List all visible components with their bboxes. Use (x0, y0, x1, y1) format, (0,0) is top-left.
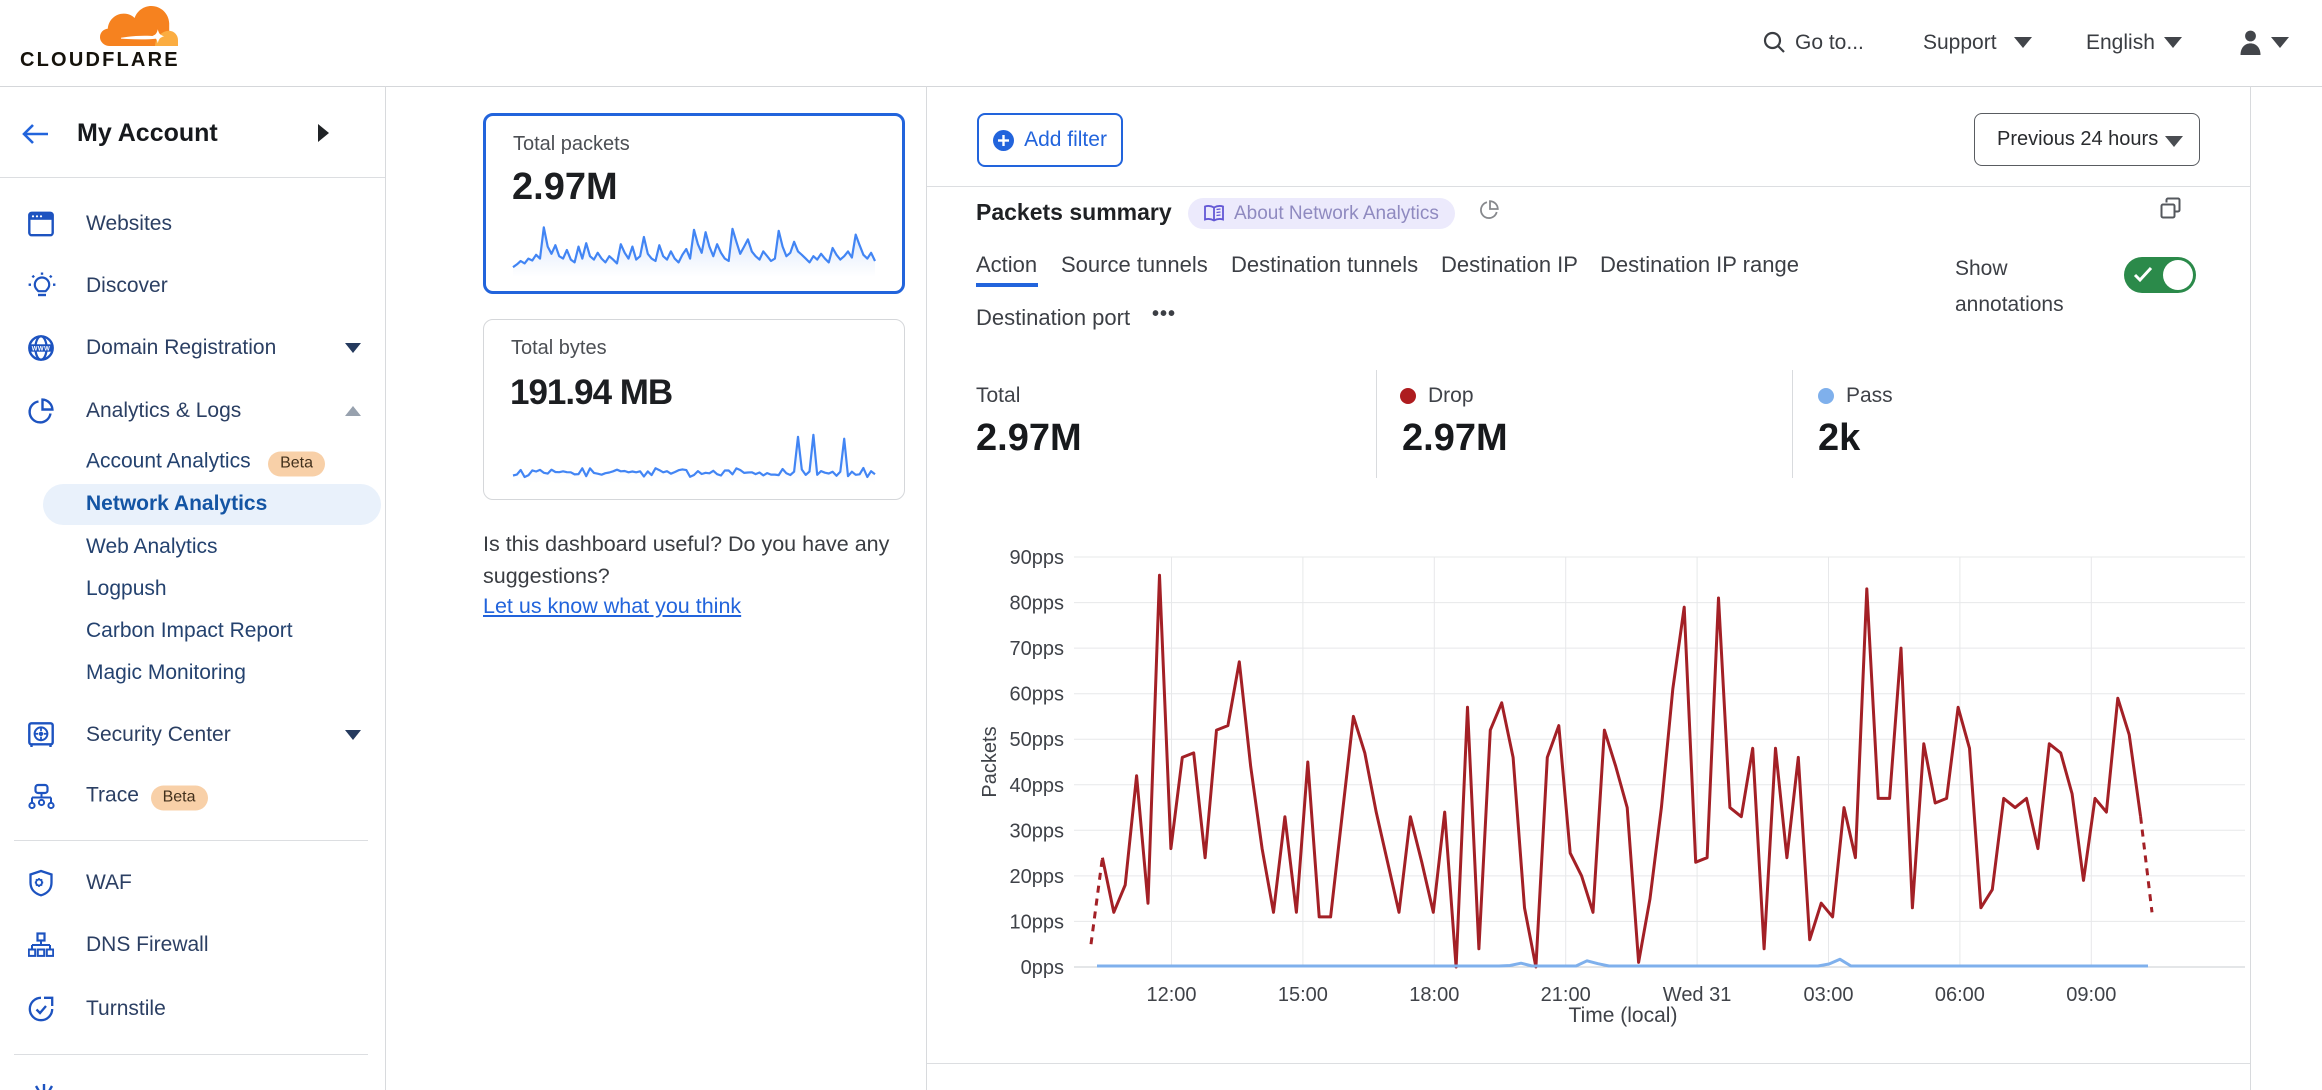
svg-text:18:00: 18:00 (1409, 984, 1459, 1006)
svg-text:10pps: 10pps (1010, 911, 1065, 933)
svg-text:06:00: 06:00 (1935, 984, 1985, 1006)
svg-text:30pps: 30pps (1010, 820, 1065, 842)
svg-text:Wed 31: Wed 31 (1663, 984, 1732, 1006)
svg-text:50pps: 50pps (1010, 729, 1065, 751)
svg-text:Packets: Packets (979, 726, 1001, 797)
svg-text:WWW: WWW (32, 346, 51, 352)
svg-text:70pps: 70pps (1010, 638, 1065, 660)
svg-text:40pps: 40pps (1010, 775, 1065, 797)
svg-text:15:00: 15:00 (1278, 984, 1328, 1006)
svg-text:21:00: 21:00 (1541, 984, 1591, 1006)
svg-text:20pps: 20pps (1010, 866, 1065, 888)
svg-text:12:00: 12:00 (1146, 984, 1196, 1006)
svg-text:0pps: 0pps (1021, 957, 1064, 979)
svg-text:90pps: 90pps (1010, 547, 1065, 569)
svg-text:60pps: 60pps (1010, 684, 1065, 706)
svg-text:03:00: 03:00 (1803, 984, 1853, 1006)
svg-text:Time (local): Time (local) (1569, 1004, 1678, 1027)
svg-text:09:00: 09:00 (2066, 984, 2116, 1006)
svg-text:80pps: 80pps (1010, 593, 1065, 615)
